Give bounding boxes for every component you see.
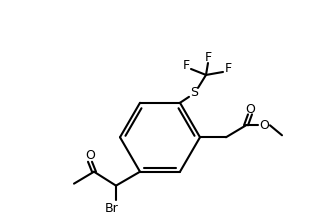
Text: O: O	[85, 149, 95, 162]
Text: F: F	[224, 63, 232, 75]
Text: Br: Br	[105, 202, 119, 215]
Text: O: O	[245, 103, 255, 116]
Text: F: F	[182, 58, 189, 72]
Text: S: S	[190, 86, 198, 99]
Text: F: F	[204, 51, 212, 64]
Text: O: O	[259, 119, 269, 132]
